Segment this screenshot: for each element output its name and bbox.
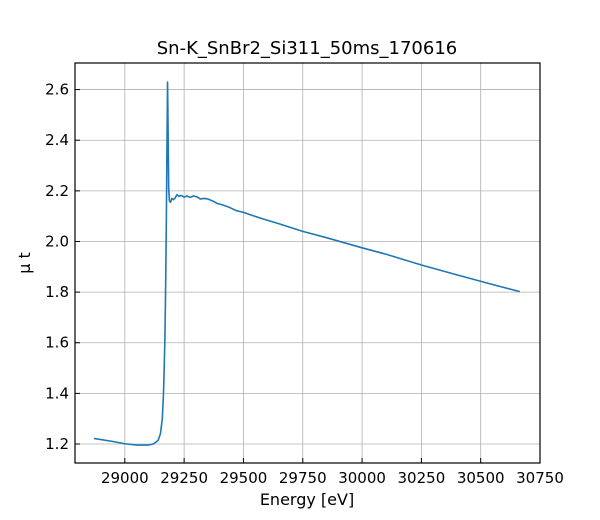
y-axis-label: μ t <box>15 252 34 274</box>
x-tick-label: 29250 <box>160 469 208 487</box>
y-tick-label: 1.4 <box>45 384 69 402</box>
x-tick-label: 29750 <box>279 469 327 487</box>
x-axis: 29000 29250 29500 29750 30000 30250 30500 30750 <box>101 458 564 487</box>
y-axis: 1.2 1.4 1.6 1.8 2.0 2.2 2.4 2.6 <box>45 81 80 453</box>
x-tick-label: 30250 <box>398 469 446 487</box>
plot-frame <box>74 62 541 464</box>
x-axis-label: Energy [eV] <box>260 490 354 509</box>
y-tick-label: 2.6 <box>45 81 69 99</box>
series-line <box>93 81 521 446</box>
chart-title: Sn-K_SnBr2_Si311_50ms_170616 <box>157 38 457 59</box>
x-tick-label: 29000 <box>101 469 149 487</box>
x-tick-label: 30000 <box>338 469 386 487</box>
y-tick-label: 2.2 <box>45 182 69 200</box>
y-tick-label: 1.2 <box>45 435 69 453</box>
y-tick-label: 2.4 <box>45 131 69 149</box>
y-tick-label: 2.0 <box>45 232 69 250</box>
x-tick-label: 30500 <box>457 469 505 487</box>
y-tick-label: 1.8 <box>45 283 69 301</box>
x-tick-label: 30750 <box>516 469 564 487</box>
x-tick-label: 29500 <box>220 469 268 487</box>
series-group <box>93 81 521 446</box>
y-tick-label: 1.6 <box>45 334 69 352</box>
grid <box>75 63 541 463</box>
